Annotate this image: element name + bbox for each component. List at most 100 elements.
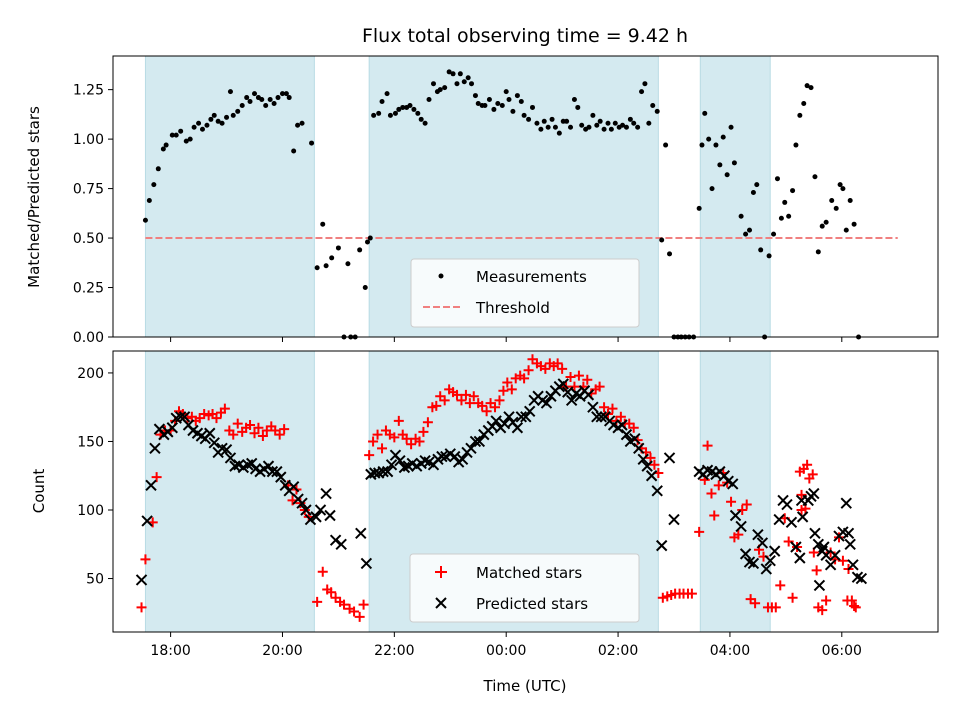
bottom-y-tick-label: 150 — [77, 434, 104, 450]
predicted-stars-point — [829, 549, 841, 561]
measurements-point — [623, 124, 629, 130]
predicted-stars-point — [469, 435, 482, 448]
measurements-point — [646, 120, 652, 126]
top-axes-frame — [112, 55, 939, 338]
matched-stars-point — [339, 599, 349, 610]
measurements-point — [778, 215, 784, 221]
measurements-point — [291, 148, 297, 154]
matched-stars-point — [502, 377, 513, 388]
predicted-stars-point — [360, 557, 373, 570]
matched-stars-point — [594, 381, 605, 392]
matched-stars-point — [140, 554, 151, 565]
measurements-point — [801, 100, 807, 106]
measurements-point — [639, 89, 645, 95]
matched-stars-point — [607, 403, 618, 414]
legend-predicted-marker — [435, 597, 447, 609]
measurements-point — [415, 110, 421, 116]
measurements-point — [283, 91, 289, 97]
predicted-stars-point — [523, 405, 536, 418]
measurements-point — [521, 112, 527, 118]
measurements-point — [279, 91, 285, 97]
measurements-point — [545, 124, 551, 130]
matched-stars-point — [599, 402, 610, 413]
predicted-stars-point — [812, 538, 825, 550]
matched-stars-point — [136, 602, 147, 613]
legend-measurements-label: Measurements — [476, 268, 587, 286]
matched-stars-point — [317, 566, 328, 577]
measurements-point — [371, 112, 377, 118]
measurements-point — [191, 124, 197, 130]
measurements-point — [851, 221, 857, 227]
measurements-point — [475, 100, 481, 106]
predicted-stars-point — [796, 511, 809, 523]
matched-stars-point — [358, 599, 369, 610]
predicted-stars-point — [204, 427, 216, 439]
measurements-point — [631, 120, 637, 126]
matched-stars-point — [468, 391, 479, 402]
measurements-point — [357, 247, 363, 253]
measurements-point — [457, 71, 463, 77]
measurements-point — [659, 237, 665, 243]
predicted-stars-point — [840, 497, 852, 509]
measurements-point — [384, 91, 390, 97]
x-tick-label: 22:00 — [374, 643, 414, 659]
matched-stars-point — [354, 611, 365, 622]
matched-stars-point — [706, 488, 717, 499]
measurements-point — [362, 285, 368, 291]
measurements-point — [499, 102, 505, 108]
matched-stars-point — [737, 505, 748, 516]
predicted-stars-point — [320, 487, 332, 500]
measurements-point — [247, 99, 253, 105]
measurements-point — [469, 81, 475, 87]
measurements-point — [709, 186, 715, 192]
measurements-point — [534, 120, 540, 126]
top-legend-box — [410, 258, 640, 328]
top-observing-window-1 — [144, 55, 315, 338]
matched-stars-point — [702, 440, 713, 451]
matched-stars-point — [649, 459, 660, 470]
predicted-stars-point — [735, 520, 747, 533]
measurements-point — [169, 132, 175, 138]
measurements-point — [491, 106, 497, 112]
measurements-point — [422, 120, 428, 126]
matched-stars-point — [494, 395, 505, 406]
matched-stars-point — [796, 505, 807, 516]
measurements-point — [782, 199, 788, 205]
measurements-point — [815, 249, 821, 255]
measurements-point — [663, 142, 669, 148]
predicted-stars-point — [540, 397, 553, 409]
matched-stars-point — [295, 498, 306, 509]
predicted-stars-point — [141, 515, 153, 527]
measurements-point — [187, 136, 193, 142]
matched-stars-point — [645, 452, 656, 463]
top-y-tick-label: 0.25 — [73, 281, 104, 297]
top-y-tick-label: 1.25 — [73, 83, 104, 99]
predicted-stars-point — [616, 419, 628, 431]
measurements-point — [627, 116, 633, 122]
measurements-point — [442, 85, 448, 91]
matched-stars-point — [481, 406, 492, 417]
measurements-point — [568, 124, 574, 130]
measurements-point — [160, 146, 166, 152]
measurements-point — [239, 102, 245, 108]
bottom-x-axis: 18:00 20:00 22:00 00:00 02:00 04:00 06:00 — [150, 632, 862, 659]
matched-stars-point — [552, 358, 563, 369]
predicted-stars-point — [381, 465, 394, 478]
legend-matched-marker — [435, 566, 447, 578]
matched-stars-point — [199, 409, 210, 420]
measurements-point — [503, 89, 509, 95]
matched-stars-point — [787, 592, 798, 603]
matched-stars-point — [249, 428, 260, 439]
predicted-stars-point — [304, 513, 317, 526]
measurements-point — [196, 120, 202, 126]
measurements-point — [594, 122, 600, 128]
measurements-point — [728, 124, 734, 130]
bottom-legend-box — [409, 553, 640, 623]
predicted-stars-point — [310, 511, 322, 523]
x-tick-label: 20:00 — [262, 643, 302, 659]
legend-measurements-marker — [438, 273, 444, 279]
measurements-point — [731, 160, 737, 166]
measurements-point — [267, 97, 273, 103]
predicted-stars-point — [760, 563, 772, 575]
measurements-point — [586, 124, 592, 130]
